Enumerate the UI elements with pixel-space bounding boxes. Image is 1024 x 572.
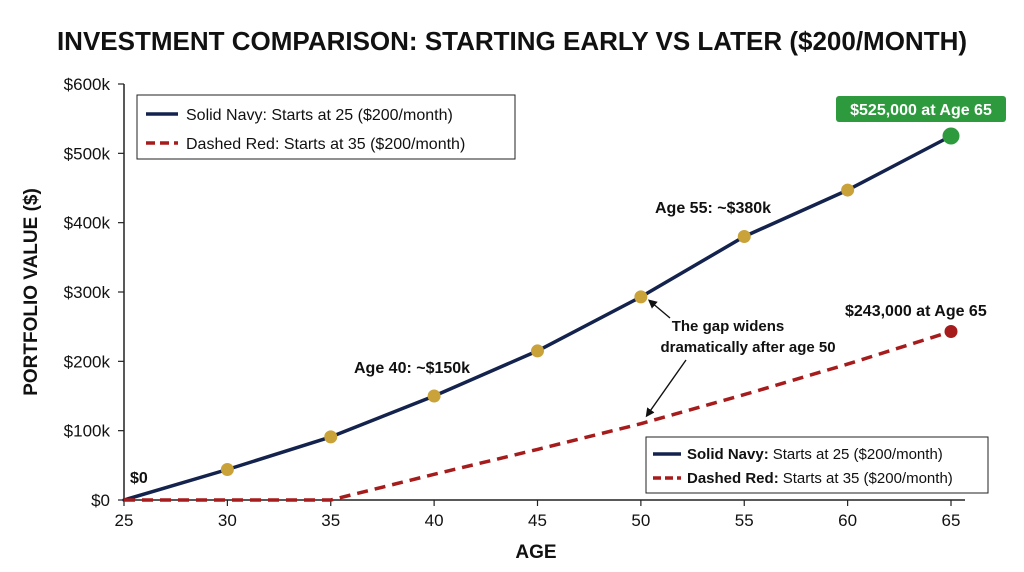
y-ticks: $0 $100k $200k $300k $400k $500k $600k bbox=[64, 75, 124, 510]
y-tick-label: $100k bbox=[64, 422, 111, 441]
annotation-gap-line2: dramatically after age 50 bbox=[660, 339, 835, 356]
y-tick-label: $300k bbox=[64, 283, 111, 302]
end-value-callout-box bbox=[836, 96, 1006, 122]
x-tick-label: 25 bbox=[115, 511, 134, 530]
x-ticks: 25 30 35 40 45 50 55 60 65 bbox=[115, 500, 961, 530]
gap-arrow-to-red bbox=[645, 359, 687, 418]
annotation-age40: Age 40: ~$150k bbox=[354, 360, 470, 377]
legend-bottom-navy-label: Solid Navy: Starts at 25 ($200/month) bbox=[687, 446, 943, 463]
gap-arrow-to-navy bbox=[647, 299, 671, 319]
x-tick-label: 65 bbox=[942, 511, 961, 530]
x-tick-label: 30 bbox=[218, 511, 237, 530]
navy-end-point bbox=[942, 127, 960, 145]
legend-top-red-label: Dashed Red: Starts at 35 ($200/month) bbox=[186, 136, 465, 153]
x-tick-label: 55 bbox=[735, 511, 754, 530]
annotation-gap-line1: The gap widens bbox=[672, 318, 785, 335]
chart-title: INVESTMENT COMPARISON: STARTING EARLY VS… bbox=[57, 26, 967, 56]
x-tick-label: 45 bbox=[528, 511, 547, 530]
legend-bottom-red-label: Dashed Red: Starts at 35 ($200/month) bbox=[687, 470, 953, 487]
y-tick-label: $500k bbox=[64, 144, 111, 163]
legend-top-navy-label: Solid Navy: Starts at 25 ($200/month) bbox=[186, 107, 453, 124]
y-axis-label: PORTFOLIO VALUE ($) bbox=[21, 188, 42, 396]
data-point-markers bbox=[220, 127, 960, 476]
annotation-end-navy: $525,000 at Age 65 bbox=[850, 102, 992, 119]
annotation-zero: $0 bbox=[130, 470, 148, 487]
red-end-point bbox=[944, 325, 958, 339]
y-tick-label: $600k bbox=[64, 75, 111, 94]
annotation-end-red: $243,000 at Age 65 bbox=[845, 303, 987, 320]
navy-data-point bbox=[427, 389, 441, 403]
series-line-red bbox=[124, 329, 952, 502]
navy-data-point bbox=[737, 230, 751, 244]
navy-data-point bbox=[531, 344, 544, 358]
x-tick-label: 40 bbox=[425, 511, 444, 530]
x-tick-label: 50 bbox=[631, 511, 650, 530]
x-tick-label: 60 bbox=[838, 511, 857, 530]
navy-data-point bbox=[634, 290, 648, 304]
x-axis-label: AGE bbox=[515, 542, 556, 563]
legend-bottom-right: Solid Navy: Starts at 25 ($200/month) Das… bbox=[645, 436, 989, 494]
navy-data-point bbox=[324, 430, 338, 444]
navy-data-point bbox=[841, 183, 855, 197]
y-tick-label: $400k bbox=[64, 214, 111, 233]
x-tick-label: 35 bbox=[321, 511, 340, 530]
y-tick-label: $0 bbox=[91, 491, 110, 510]
navy-data-point bbox=[220, 462, 234, 476]
annotation-age55: Age 55: ~$380k bbox=[655, 200, 771, 217]
y-tick-label: $200k bbox=[64, 352, 111, 371]
legend-top-left: Solid Navy: Starts at 25 ($200/month) Da… bbox=[136, 94, 516, 160]
